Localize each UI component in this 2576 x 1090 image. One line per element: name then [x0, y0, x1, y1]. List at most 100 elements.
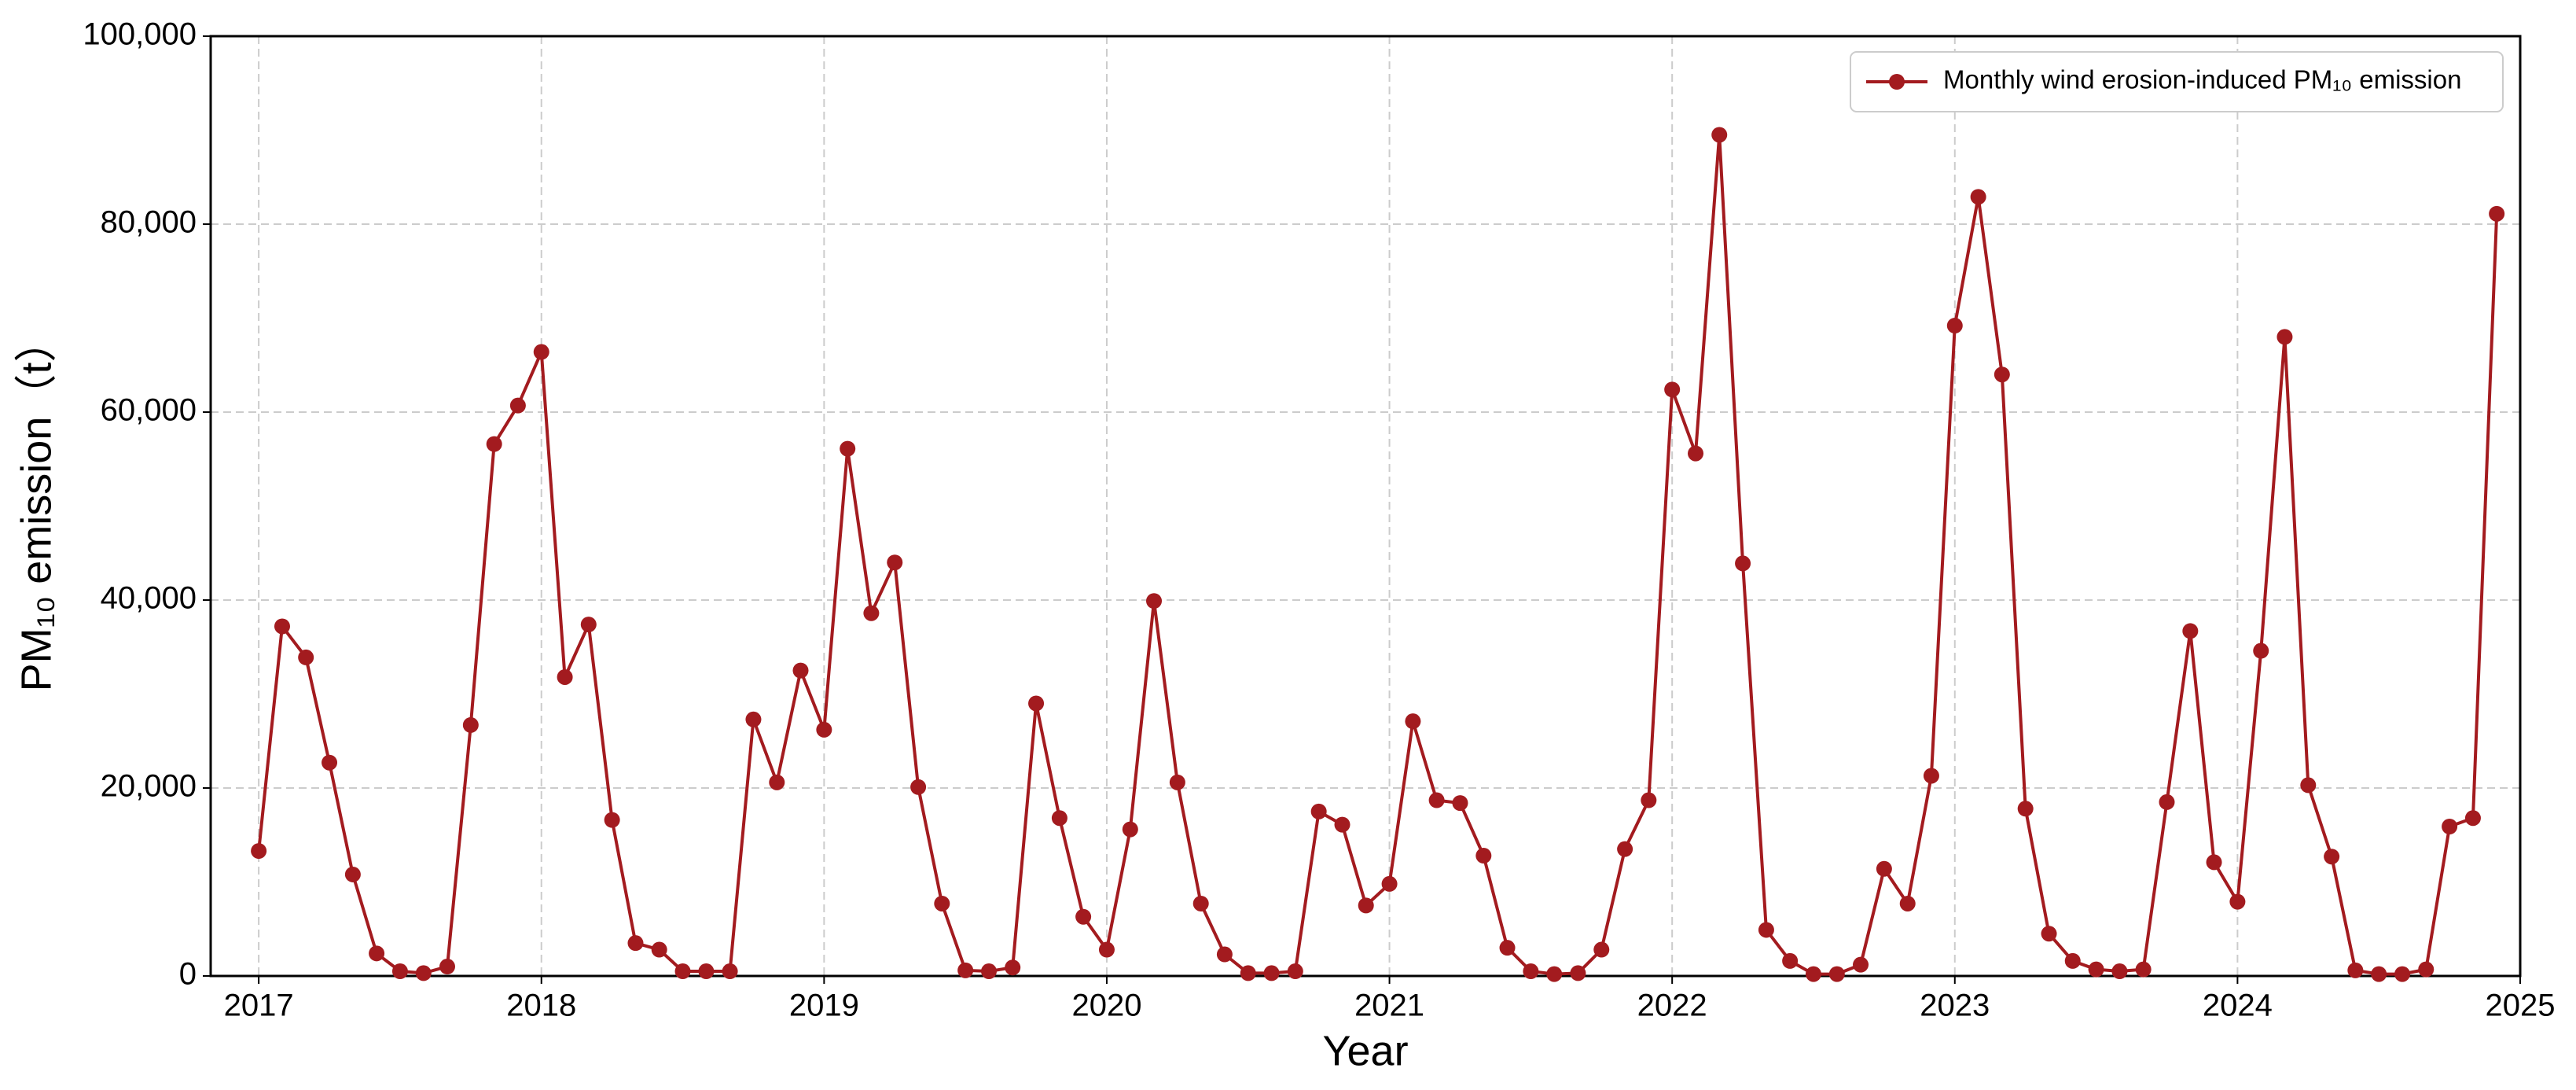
data-point: [1005, 959, 1021, 976]
data-point: [1122, 821, 1138, 838]
data-point: [1994, 366, 2010, 383]
data-point: [2111, 963, 2128, 980]
data-point: [1523, 963, 1539, 980]
data-point: [910, 779, 927, 795]
data-point: [2229, 893, 2246, 910]
data-point: [1240, 965, 1256, 981]
data-point: [934, 895, 950, 911]
data-point: [2277, 329, 2293, 345]
data-point: [1098, 941, 1115, 958]
data-point: [1828, 966, 1845, 982]
data-point: [439, 959, 455, 975]
x-tick-label: 2025: [2486, 989, 2556, 1023]
x-tick-label: 2022: [1637, 989, 1707, 1023]
data-point: [2064, 952, 2081, 969]
data-point: [1970, 189, 1986, 205]
data-point: [1617, 841, 1633, 857]
data-point: [792, 662, 809, 679]
data-point: [1782, 952, 1799, 969]
data-point: [1452, 795, 1468, 812]
data-point: [2371, 966, 2387, 982]
y-tick-label: 20,000: [101, 769, 197, 804]
data-point: [981, 963, 998, 980]
data-point: [1735, 555, 1751, 572]
data-point: [1075, 908, 1092, 925]
y-tick-label: 80,000: [101, 205, 197, 240]
data-point: [369, 945, 385, 962]
data-point: [1899, 895, 1916, 911]
data-point: [533, 344, 549, 360]
y-tick-label: 60,000: [101, 393, 197, 428]
data-point: [557, 668, 573, 685]
data-point: [651, 941, 667, 958]
data-point: [274, 618, 290, 635]
y-tick-label: 40,000: [101, 581, 197, 616]
data-point: [1805, 966, 1821, 982]
data-point: [674, 963, 691, 980]
data-point: [887, 554, 903, 571]
x-tick-label: 2017: [224, 989, 294, 1023]
data-point: [1593, 941, 1610, 958]
legend-marker: [1889, 74, 1905, 90]
data-point: [863, 605, 880, 621]
y-axis-label: PM₁₀ emission（t）: [13, 320, 60, 692]
data-point: [2253, 643, 2269, 659]
plot-frame: [209, 35, 2522, 978]
data-point: [840, 440, 856, 457]
data-point: [2182, 623, 2199, 639]
data-point: [1758, 922, 1774, 938]
data-point: [391, 963, 408, 980]
data-point: [1263, 965, 1280, 981]
data-point: [415, 965, 432, 981]
data-point: [2442, 818, 2458, 834]
data-point: [1688, 445, 1704, 462]
data-point: [1051, 810, 1068, 827]
data-point: [2347, 962, 2364, 978]
data-point: [1169, 774, 1185, 790]
data-point: [1428, 792, 1445, 808]
data-point: [2464, 810, 2481, 827]
data-point: [1853, 956, 1869, 973]
x-tick-label: 2023: [1920, 989, 1990, 1023]
data-point: [1334, 816, 1350, 833]
data-line: [257, 134, 2499, 976]
data-point: [2324, 849, 2340, 865]
data-point: [1876, 860, 1892, 877]
data-point: [1405, 713, 1421, 730]
data-point: [322, 754, 338, 771]
x-tick-label: 2021: [1354, 989, 1424, 1023]
data-point: [1192, 895, 1209, 911]
data-point: [698, 963, 715, 980]
data-point: [1146, 593, 1163, 609]
data-point: [1923, 768, 1939, 784]
data-point: [2489, 205, 2505, 222]
data-point: [509, 397, 526, 414]
x-axis-label: Year: [1322, 1027, 1408, 1074]
data-point: [2017, 801, 2034, 817]
data-point: [2394, 966, 2411, 982]
y-tick-label: 100,000: [83, 17, 197, 52]
data-point: [1287, 963, 1303, 980]
data-point: [1381, 875, 1398, 892]
data-point: [604, 812, 620, 828]
data-point: [2041, 926, 2057, 942]
data-point: [251, 843, 267, 860]
data-point: [627, 935, 644, 952]
x-tick-label: 2019: [789, 989, 859, 1023]
data-point: [1546, 966, 1563, 982]
x-tick-label: 2018: [506, 989, 576, 1023]
data-point: [2206, 854, 2222, 871]
data-point: [1641, 792, 1657, 808]
data-point: [1570, 965, 1586, 981]
data-point: [2159, 794, 2175, 810]
data-point: [1711, 127, 1728, 143]
data-point: [816, 721, 832, 738]
data-point: [957, 962, 974, 978]
data-point: [2418, 961, 2435, 978]
data-point: [1310, 803, 1327, 819]
data-point: [722, 963, 738, 980]
data-point: [486, 436, 502, 452]
data-point: [344, 866, 361, 882]
data-point: [745, 711, 762, 727]
